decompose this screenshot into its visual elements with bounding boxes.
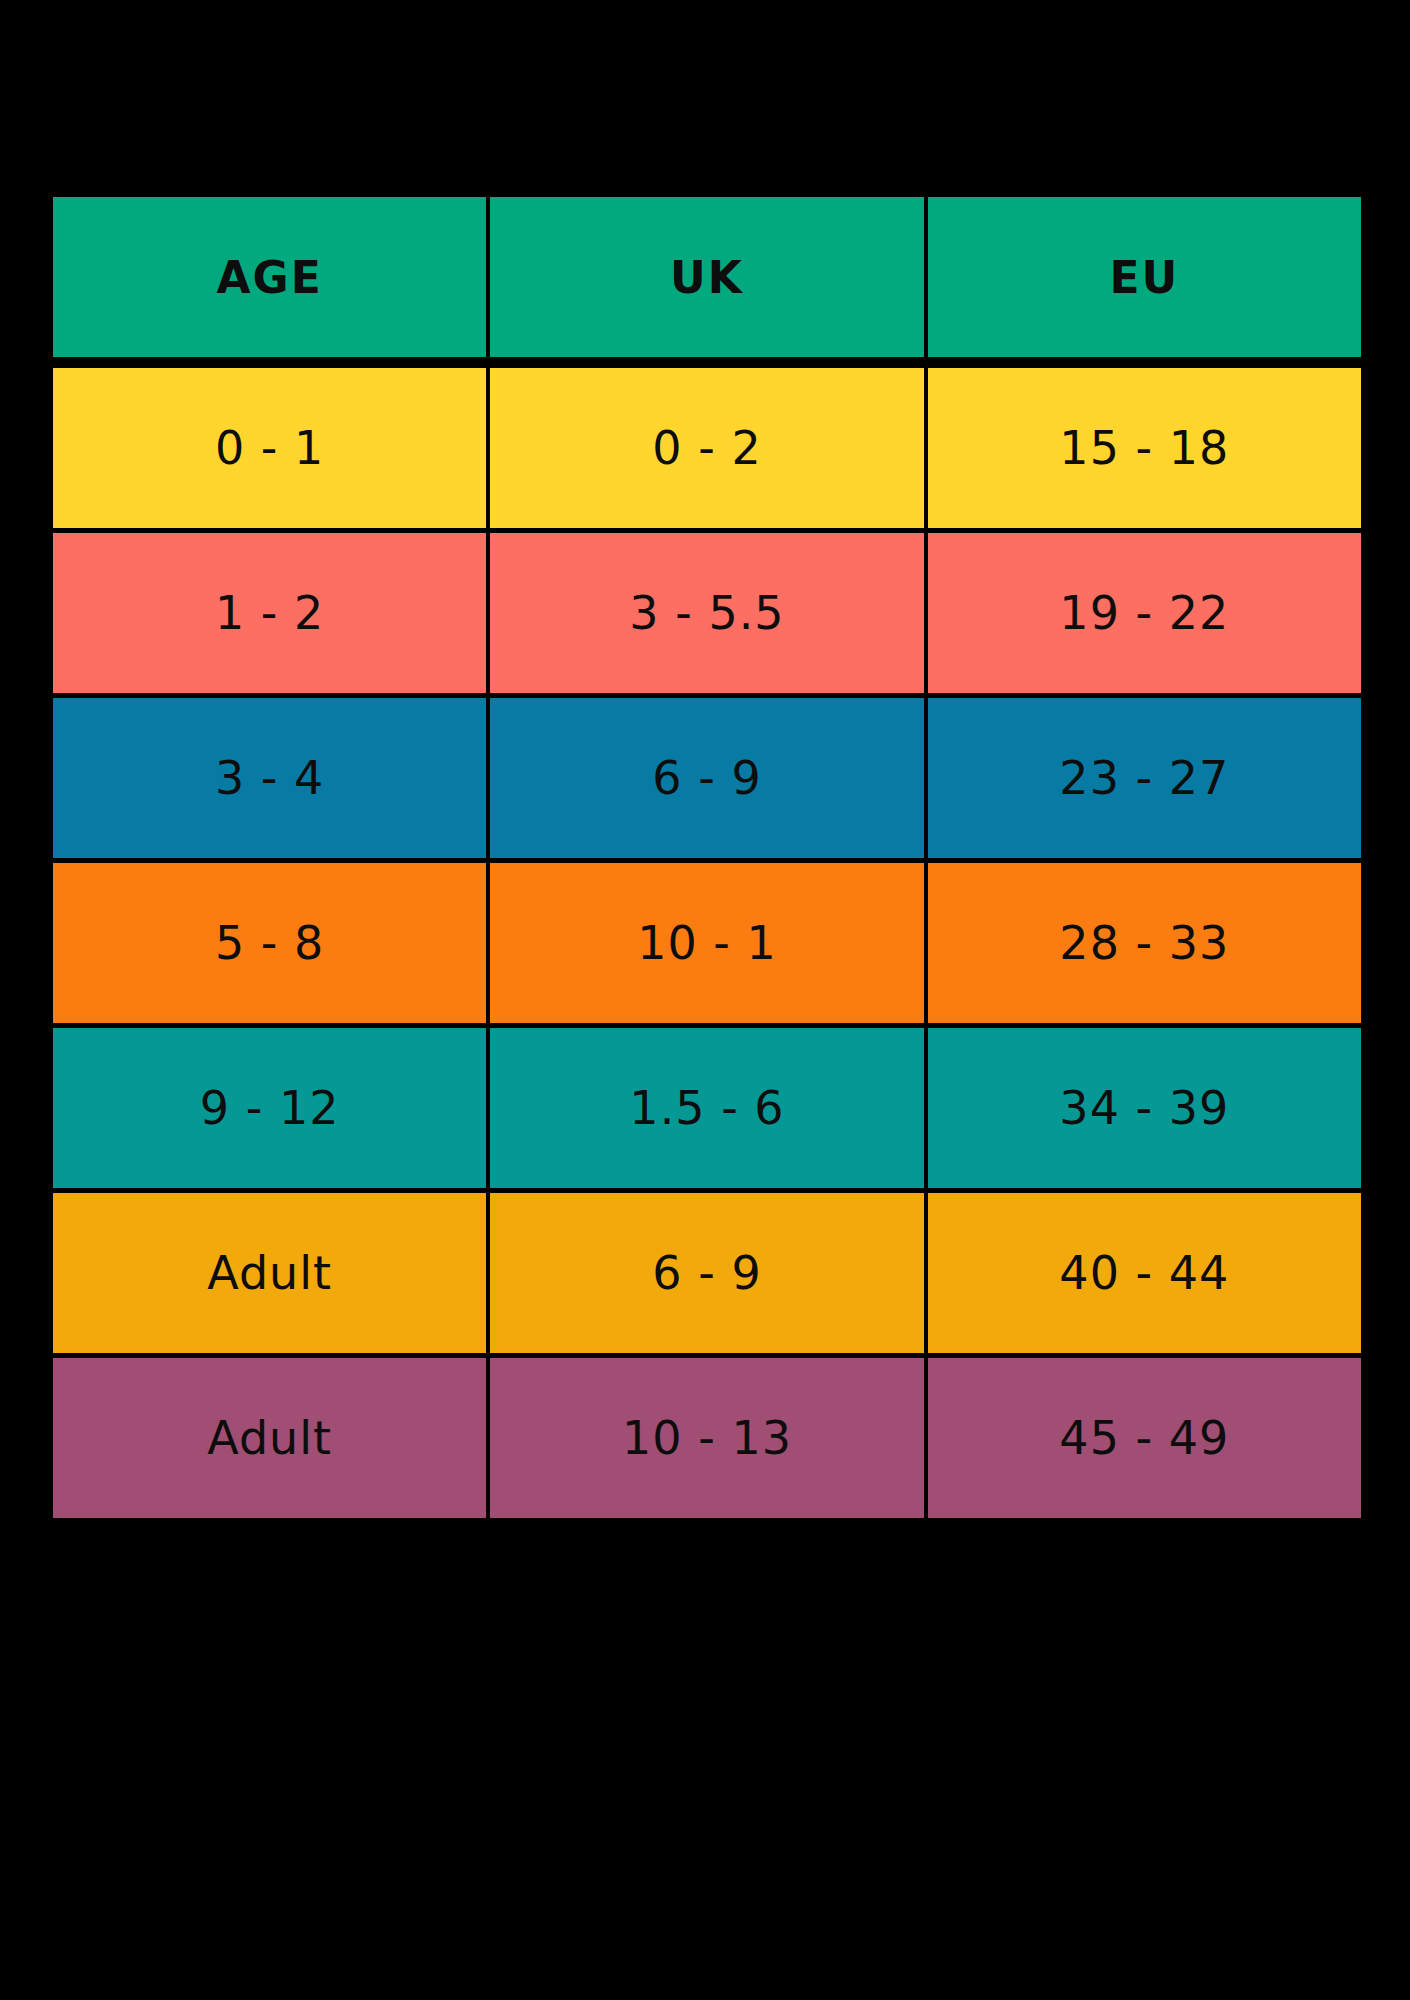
cell-uk: 3 - 5.5 (490, 533, 923, 693)
cell-uk: 10 - 13 (490, 1358, 923, 1518)
cell-eu: 45 - 49 (928, 1358, 1361, 1518)
cell-uk: 10 - 1 (490, 863, 923, 1023)
cell-uk: 6 - 9 (490, 1193, 923, 1353)
table-row: Adult 10 - 13 45 - 49 (53, 1358, 1361, 1518)
table-row: 0 - 1 0 - 2 15 - 18 (53, 368, 1361, 528)
cell-eu: 34 - 39 (928, 1028, 1361, 1188)
header-cell-eu: EU (928, 197, 1361, 357)
table-row: 5 - 8 10 - 1 28 - 33 (53, 863, 1361, 1023)
cell-age: 0 - 1 (53, 368, 486, 528)
header-cell-uk: UK (490, 197, 923, 357)
cell-age: 1 - 2 (53, 533, 486, 693)
table-row: Adult 6 - 9 40 - 44 (53, 1193, 1361, 1353)
table-row: 9 - 12 1.5 - 6 34 - 39 (53, 1028, 1361, 1188)
table-row: 1 - 2 3 - 5.5 19 - 22 (53, 533, 1361, 693)
cell-eu: 23 - 27 (928, 698, 1361, 858)
cell-uk: 6 - 9 (490, 698, 923, 858)
table-header-row: AGE UK EU (53, 197, 1361, 357)
cell-age: 9 - 12 (53, 1028, 486, 1188)
header-cell-age: AGE (53, 197, 486, 357)
cell-age: Adult (53, 1358, 486, 1518)
cell-eu: 15 - 18 (928, 368, 1361, 528)
cell-age: 3 - 4 (53, 698, 486, 858)
table-row: 3 - 4 6 - 9 23 - 27 (53, 698, 1361, 858)
cell-eu: 40 - 44 (928, 1193, 1361, 1353)
cell-uk: 0 - 2 (490, 368, 923, 528)
cell-uk: 1.5 - 6 (490, 1028, 923, 1188)
cell-age: Adult (53, 1193, 486, 1353)
page-background: AGE UK EU 0 - 1 0 - 2 15 - 18 1 - 2 3 - … (0, 0, 1410, 2000)
cell-eu: 28 - 33 (928, 863, 1361, 1023)
cell-age: 5 - 8 (53, 863, 486, 1023)
cell-eu: 19 - 22 (928, 533, 1361, 693)
size-conversion-table: AGE UK EU 0 - 1 0 - 2 15 - 18 1 - 2 3 - … (53, 197, 1361, 1523)
